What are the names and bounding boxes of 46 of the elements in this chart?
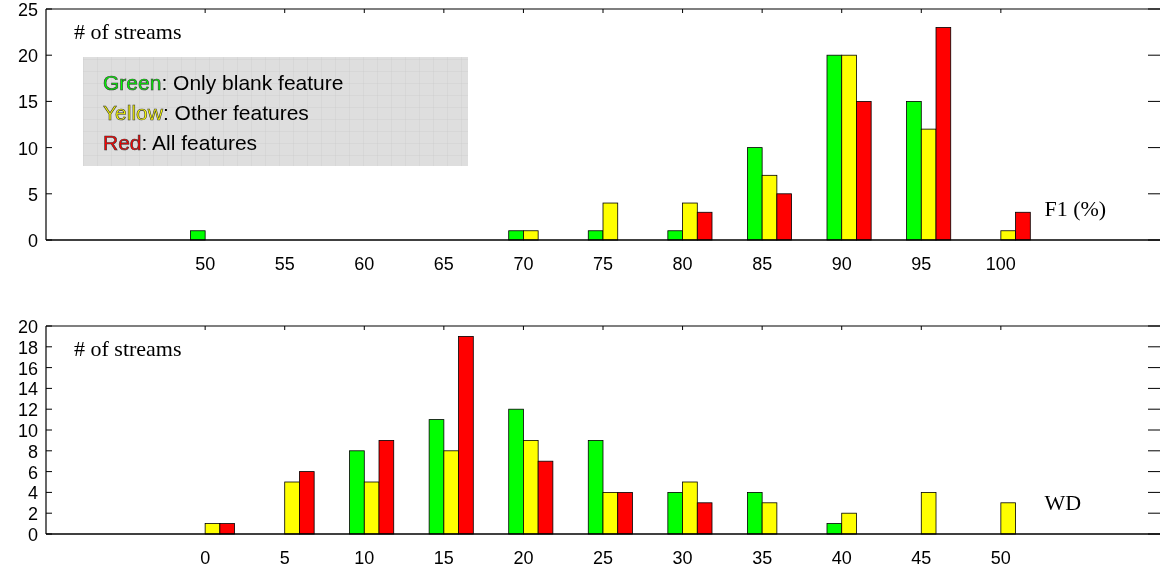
y-tick-label: 10 [17, 421, 38, 441]
y-axis-title: # of streams [74, 336, 182, 361]
text: Green: Only blank feature [103, 71, 344, 94]
y-tick-label: 12 [17, 400, 38, 421]
x-tick-label: 75 [592, 254, 614, 274]
x-tick-label: 10 [354, 548, 375, 568]
x-tick-label: 80 [672, 254, 693, 274]
x-tick-label: 55 [274, 254, 295, 274]
y-tick-label: 0 [27, 231, 38, 251]
y-tick-label: 20 [17, 46, 38, 67]
x-axis-title: WD [1044, 490, 1082, 515]
x-tick-label: 15 [433, 548, 454, 568]
y-tick-label: 4 [27, 483, 38, 504]
y-tick-label: 2 [27, 504, 38, 525]
y-tick-label: 6 [27, 462, 38, 483]
x-tick-label: 50 [195, 254, 216, 274]
x-tick-label: 95 [911, 254, 932, 274]
x-tick-label: 20 [513, 548, 534, 568]
x-tick-label: 50 [990, 548, 1011, 568]
x-tick-label: 30 [672, 548, 693, 568]
y-tick-label: 8 [27, 441, 38, 462]
x-tick-label: 70 [513, 254, 534, 274]
y-tick-label: 5 [27, 184, 38, 205]
text: Yellow: Other features [103, 101, 309, 124]
x-tick-label: 0 [200, 548, 211, 568]
x-tick-label: 85 [752, 254, 773, 274]
x-tick-label: 45 [911, 548, 932, 568]
x-tick-label: 90 [831, 254, 852, 274]
y-tick-label: 16 [17, 358, 38, 379]
y-tick-label: 15 [17, 92, 38, 113]
x-tick-label: 25 [592, 548, 614, 568]
y-tick-label: 25 [17, 0, 38, 20]
y-tick-label: 20 [17, 317, 38, 337]
x-tick-label: 65 [433, 254, 454, 274]
y-tick-label: 14 [17, 379, 38, 400]
y-axis-title: # of streams [74, 19, 182, 44]
y-tick-label: 18 [17, 337, 38, 358]
y-tick-label: 0 [27, 525, 38, 545]
x-axis-title: F1 (%) [1044, 196, 1107, 221]
x-tick-label: 60 [354, 254, 375, 274]
x-tick-label: 35 [752, 548, 773, 568]
x-tick-label: 5 [279, 548, 290, 568]
text: Red: All features [103, 131, 258, 154]
y-tick-label: 10 [17, 138, 38, 159]
x-tick-label: 100 [985, 254, 1016, 274]
x-tick-label: 40 [831, 548, 852, 568]
